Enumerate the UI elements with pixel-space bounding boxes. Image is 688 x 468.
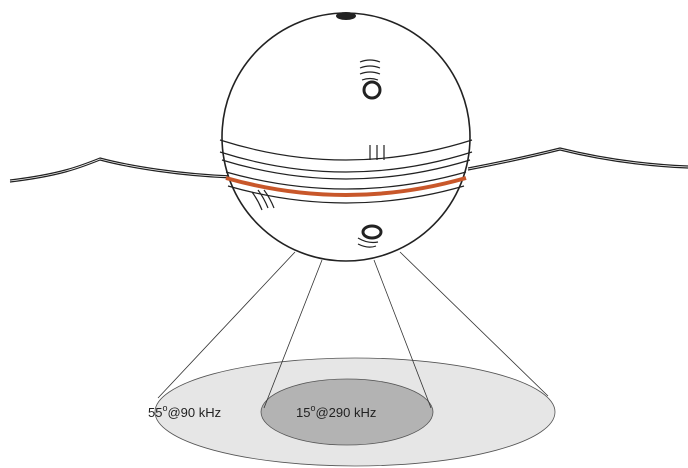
degree: o — [162, 403, 167, 413]
water-surface — [9, 147, 688, 183]
narrow-beam-label: 15o@290 kHz — [296, 403, 376, 420]
frequency: @290 kHz — [315, 405, 376, 420]
angle: 15 — [296, 405, 310, 420]
degree: o — [310, 403, 315, 413]
wide-beam-label: 55o@90 kHz — [148, 403, 221, 420]
frequency: @90 kHz — [167, 405, 221, 420]
narrow-beam-area — [260, 378, 434, 446]
sonar-device — [219, 12, 473, 262]
beam-lines — [157, 251, 549, 409]
angle: 55 — [148, 405, 162, 420]
